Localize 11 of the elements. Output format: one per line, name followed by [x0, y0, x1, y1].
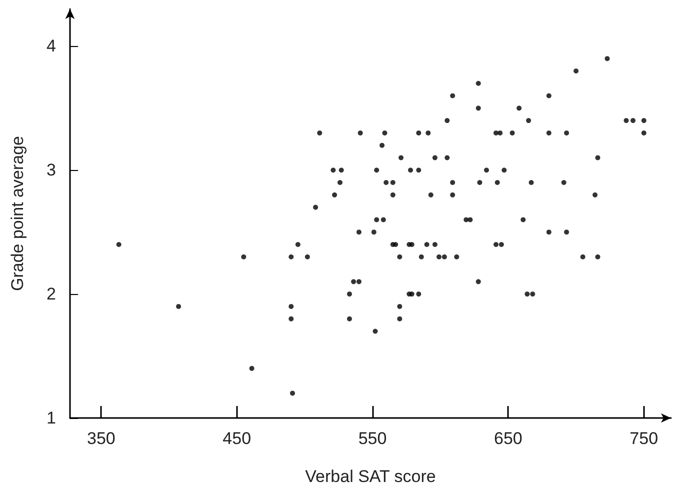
y-tick-label: 3 — [46, 160, 56, 180]
y-tick-label: 2 — [46, 284, 56, 304]
x-tick-label: 350 — [87, 429, 116, 448]
y-tick-label: 4 — [46, 36, 56, 56]
x-tick-label: 650 — [494, 429, 522, 448]
x-tick-label: 750 — [630, 429, 658, 448]
y-axis-title: Grade point average — [8, 136, 27, 291]
x-axis-title: Verbal SAT score — [305, 467, 436, 486]
x-tick-label: 450 — [222, 429, 252, 448]
y-tick-label: 1 — [46, 408, 56, 428]
x-tick-label: 550 — [358, 429, 387, 448]
